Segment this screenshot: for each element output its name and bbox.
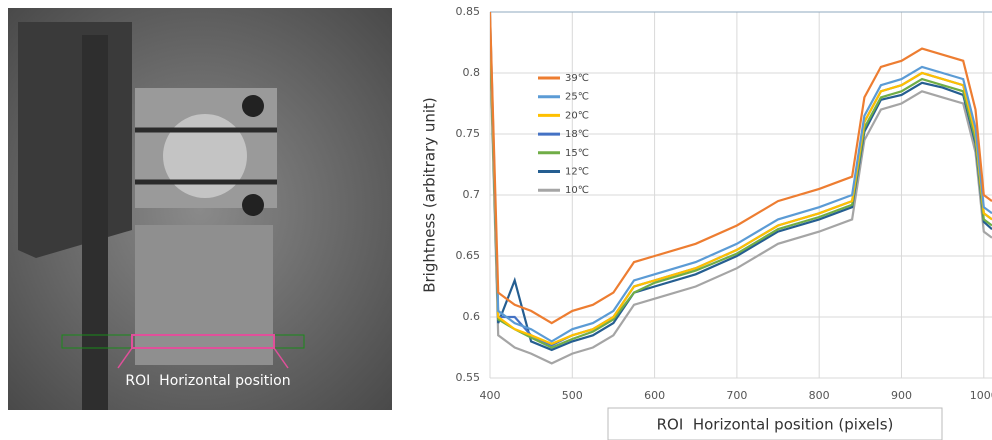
- xray-image: ROI Horizontal position: [8, 8, 392, 410]
- legend-label: 39℃: [565, 73, 589, 84]
- legend-label: 15℃: [565, 148, 589, 159]
- series-line: [490, 36, 992, 352]
- legend-label: 18℃: [565, 129, 589, 140]
- y-tick-label: 0.8: [463, 66, 481, 79]
- x-title-box: [607, 407, 943, 440]
- y-tick-label: 0.75: [456, 127, 481, 140]
- series-line: [490, 11, 992, 343]
- x-tick-label: 700: [726, 389, 747, 402]
- x-tick-label: 600: [644, 389, 665, 402]
- plot-area: [490, 11, 992, 365]
- x-tick-label: 800: [809, 389, 830, 402]
- legend-label: 12℃: [565, 167, 589, 178]
- y-axis-title: Brightness (arbitrary unit): [421, 97, 439, 293]
- legend-label: 20℃: [565, 110, 589, 121]
- x-axis-title: ROI Horizontal position (pixels): [657, 416, 894, 434]
- y-tick-label: 0.7: [463, 188, 481, 201]
- series-line: [490, 11, 992, 325]
- chart: 0.55 0.6 0.65 0.7 0.75 0.8 0.85 400 500 600 700 800…: [456, 5, 992, 402]
- y-tick-label: 0.65: [456, 249, 481, 262]
- y-tick-label: 0.6: [463, 310, 481, 323]
- x-tick-label: 900: [891, 389, 912, 402]
- series-line: [490, 36, 992, 349]
- y-tick-label: 0.55: [456, 371, 481, 384]
- x-tick-label: 400: [480, 389, 501, 402]
- x-tick-label: 1000: [970, 389, 992, 402]
- y-tick-label: 0.85: [456, 5, 481, 18]
- series-line: [490, 24, 992, 345]
- series-line: [490, 48, 992, 365]
- legend-label: 10℃: [565, 185, 589, 196]
- legend-label: 25℃: [565, 92, 589, 103]
- x-tick-label: 500: [562, 389, 583, 402]
- image-annotation: ROI Horizontal position: [125, 373, 290, 389]
